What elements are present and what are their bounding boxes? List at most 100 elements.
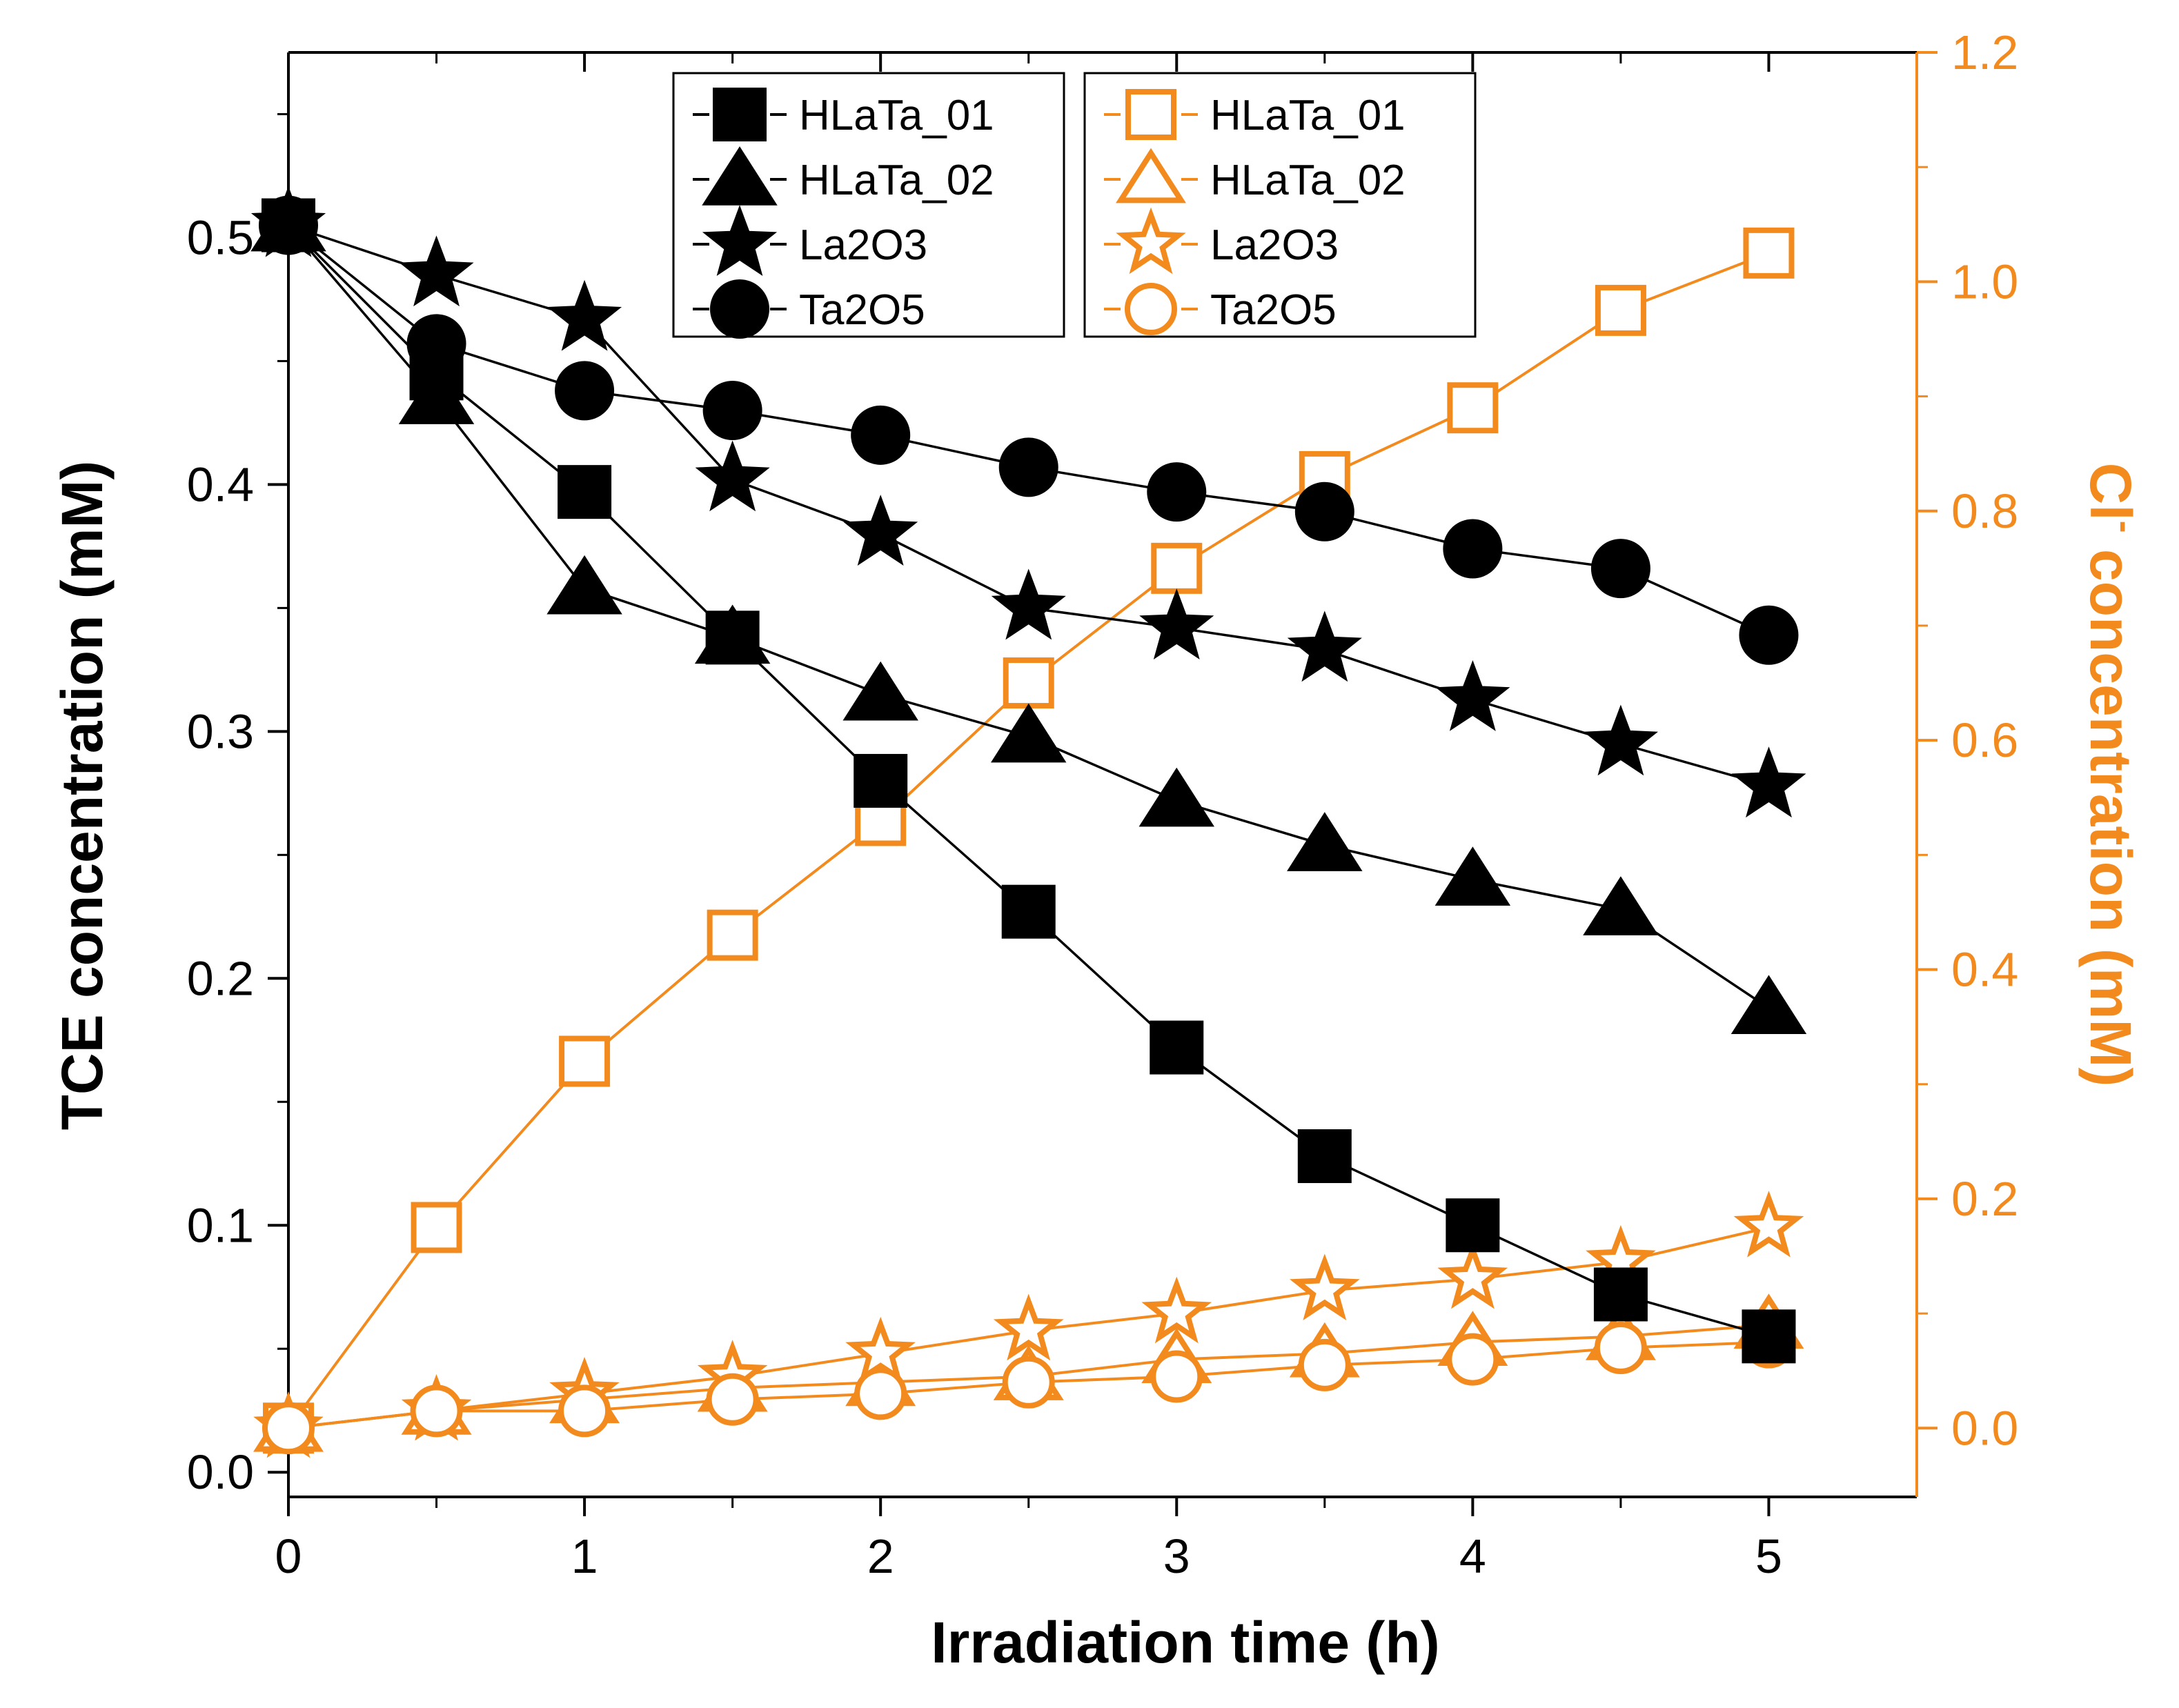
data-point-square-right [411, 1202, 462, 1253]
data-point-circle-left [406, 314, 466, 374]
data-point-square-right [1003, 657, 1054, 709]
legend-marker-triangle [1115, 148, 1187, 203]
data-point-circle-right [1002, 1356, 1055, 1409]
data-point-square-right [1595, 284, 1646, 336]
data-point-square-left [854, 753, 908, 808]
legend-tce: HLaTa_01 HLaTa_02 La2O3 Ta2O5 [672, 72, 1065, 339]
data-point-circle-left [702, 381, 762, 441]
data-point-square-left [1446, 1198, 1500, 1253]
y-left-tick-label: 0.4 [187, 457, 254, 511]
legend-label: La2O3 [1210, 221, 1339, 269]
legend-label: HLaTa_02 [799, 157, 994, 204]
data-point-circle-left [851, 405, 911, 465]
data-point-star-left [991, 568, 1066, 640]
y-left-tick-label: 0.2 [187, 951, 254, 1005]
x-axis-title: Irradiation time (h) [931, 1610, 1439, 1675]
data-point-triangle-left [398, 365, 475, 424]
series-markers [250, 186, 1807, 1458]
data-point-circle-left [1147, 462, 1207, 522]
data-point-square-left [1593, 1267, 1648, 1322]
y-left-tick-label: 0.1 [187, 1198, 254, 1252]
data-point-circle-right [262, 1402, 315, 1455]
data-point-square-right [707, 909, 758, 961]
data-point-square-left [1001, 884, 1056, 939]
x-tick-label: 0 [275, 1529, 302, 1583]
y-left-tick-label: 0.3 [187, 704, 254, 758]
legend-marker-triangle [702, 146, 778, 206]
data-point-circle-left [998, 437, 1058, 497]
data-point-triangle-left [546, 555, 622, 615]
data-point-circle-right [1298, 1338, 1351, 1391]
y-right-tick-label: 0.2 [1951, 1172, 2018, 1226]
y-right-tick-label: 1.0 [1951, 255, 2018, 308]
data-point-circle-left [1443, 519, 1503, 579]
legend-label: HLaTa_02 [1210, 157, 1406, 204]
data-point-star-right [1437, 1242, 1508, 1309]
legend-marker-circle [710, 279, 769, 339]
y-right-tick-label: 0.0 [1951, 1401, 2018, 1455]
data-point-star-left [546, 279, 622, 351]
legend-marker-star [702, 205, 778, 277]
y-right-tick-label: 0.6 [1951, 713, 2018, 767]
legend-marker-square [1125, 89, 1176, 140]
data-point-square-right [1447, 382, 1499, 434]
data-point-triangle-left [1583, 876, 1659, 935]
x-tick-label: 5 [1755, 1529, 1782, 1583]
data-point-circle-left [259, 195, 318, 255]
data-point-star-left [1287, 610, 1362, 682]
data-point-star-right [993, 1293, 1064, 1361]
series-line-hlata_01-left [287, 224, 1769, 1338]
data-point-circle-right [1594, 1321, 1647, 1374]
legend-marker-square [713, 88, 767, 141]
y-right-tick-label: 0.8 [1951, 484, 2018, 538]
y-left-axis-title: TCE concentration (mM) [50, 461, 115, 1131]
data-point-circle-right [1446, 1333, 1499, 1386]
data-point-triangle-left [694, 604, 771, 664]
x-tick-label: 4 [1459, 1529, 1486, 1583]
x-tick-label: 3 [1163, 1529, 1190, 1583]
legend-label: Ta2O5 [799, 286, 925, 334]
legends: HLaTa_01HLaTa_02La2O3Ta2O5HLaTa_01HLaTa_… [672, 72, 1477, 339]
x-tick-label: 1 [571, 1529, 598, 1583]
legend-marker-star [1116, 207, 1186, 275]
data-point-square-right [1743, 227, 1795, 279]
data-point-square-left [1742, 1309, 1796, 1364]
data-point-star-right [845, 1316, 916, 1384]
legend-label: HLaTa_01 [1210, 92, 1406, 139]
data-point-triangle-left [991, 703, 1067, 763]
data-point-square-right [1151, 542, 1203, 594]
data-point-triangle-left [1287, 812, 1363, 871]
data-point-square-left [1297, 1129, 1352, 1184]
axes: 0 1 2 3 4 5 0.0 0.1 0.2 0.3 0.4 0.5 0.0 0.2 0.4 0.6 0.8 1… [50, 26, 2146, 1675]
data-point-star-left [1139, 588, 1214, 660]
data-point-star-left [1435, 659, 1510, 731]
data-point-star-left [1583, 704, 1659, 776]
data-point-circle-right [706, 1373, 759, 1426]
series-line-hlata_01-right [287, 251, 1770, 1429]
data-point-triangle-left [1731, 975, 1807, 1035]
data-point-circle-right [1150, 1350, 1203, 1403]
data-point-circle-left [555, 361, 615, 421]
data-point-circle-right [410, 1384, 463, 1438]
legend-label: La2O3 [799, 221, 927, 269]
legend-marker-circle [1125, 283, 1177, 335]
data-point-star-left [1731, 746, 1806, 818]
legend-chloride: HLaTa_01 HLaTa_02 La2O3 Ta2O5 [1083, 72, 1477, 338]
data-point-triangle-left [842, 661, 918, 721]
data-point-star-right [1290, 1253, 1360, 1321]
data-point-circle-right [558, 1384, 611, 1438]
data-point-circle-right [854, 1367, 907, 1420]
legend-label: Ta2O5 [1210, 286, 1337, 334]
y-right-axis-title: Cl- concentration (mM) [2078, 463, 2146, 1087]
data-point-star-left [695, 440, 770, 512]
data-point-triangle-left [1434, 846, 1511, 906]
data-point-square-left [1150, 1020, 1204, 1075]
x-tick-label: 2 [867, 1529, 894, 1583]
data-point-circle-left [1739, 605, 1799, 665]
data-point-circle-left [1590, 539, 1650, 599]
data-point-square-right [559, 1035, 611, 1087]
y-right-tick-label: 0.4 [1951, 943, 2018, 997]
y-right-tick-label: 1.2 [1951, 26, 2018, 79]
y-left-tick-label: 0.5 [187, 210, 254, 264]
